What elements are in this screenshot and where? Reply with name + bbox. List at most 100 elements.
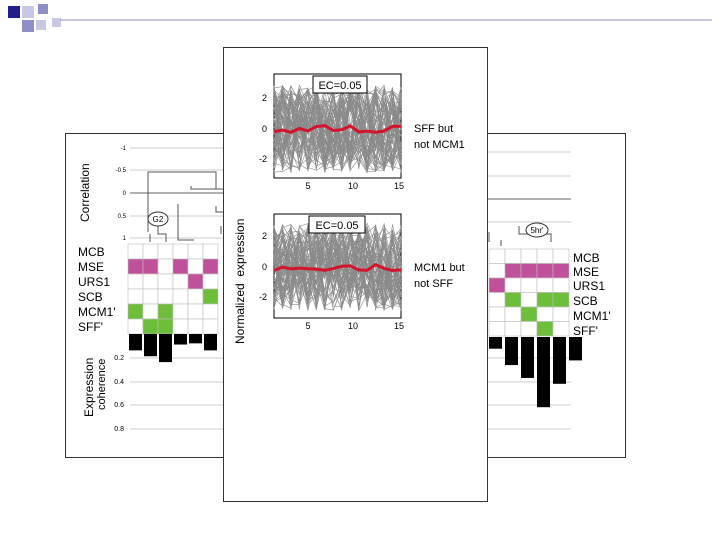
motif-cell xyxy=(127,318,144,335)
expression-trace xyxy=(273,85,402,167)
left-figure-panel: Correlation -1 -0.5 0 0.5 1 G2 xyxy=(65,133,238,458)
motif-cell xyxy=(488,321,506,337)
corner-squares-decoration xyxy=(8,4,712,32)
motif-cell xyxy=(187,303,204,320)
motif-cell xyxy=(157,273,174,290)
motif-label: SCB xyxy=(78,290,103,304)
motif-cell xyxy=(488,292,506,308)
plot-side-label: not SFF xyxy=(414,278,453,290)
motif-cell xyxy=(488,277,506,293)
coherence-bar xyxy=(521,337,534,378)
motif-cell xyxy=(520,248,538,264)
x-tick: 15 xyxy=(394,181,404,191)
coherence-bars xyxy=(129,334,217,363)
y-tick: -2 xyxy=(259,154,267,164)
motif-label: URS1 xyxy=(78,275,110,289)
coherence-tick: 0.8 xyxy=(114,426,124,433)
motif-grid-right xyxy=(488,248,570,337)
motif-cell xyxy=(127,288,144,305)
motif-cell xyxy=(172,243,189,260)
motif-cell xyxy=(504,321,522,337)
correlation-gridlines xyxy=(130,147,238,239)
expression-trace xyxy=(273,85,402,172)
motif-label: SCB xyxy=(573,294,598,308)
motif-cell xyxy=(552,263,570,279)
corner-square xyxy=(38,4,48,14)
motif-cell xyxy=(142,243,159,260)
motif-labels: MCB MSE URS1 SCB MCM1' SFF' xyxy=(78,245,116,334)
y-tick: 2 xyxy=(262,231,267,241)
expression-trace xyxy=(273,90,402,172)
coherence-bar xyxy=(204,334,217,351)
coherence-bar xyxy=(569,337,582,361)
motif-cell xyxy=(536,277,554,293)
y-tick: 2 xyxy=(262,93,267,103)
x-tick: 10 xyxy=(348,321,358,331)
motif-cell xyxy=(202,318,219,335)
plot-side-label: SFF but xyxy=(414,123,453,135)
motif-cell xyxy=(536,321,554,337)
expression-trace xyxy=(273,224,402,308)
coherence-bar xyxy=(489,337,502,349)
expression-trace xyxy=(273,224,402,309)
motif-cell xyxy=(187,258,204,275)
motif-cell xyxy=(488,248,506,264)
gray-expression-traces xyxy=(273,84,402,174)
motif-cell xyxy=(142,303,159,320)
expression-trace xyxy=(273,85,402,171)
motif-cell xyxy=(172,303,189,320)
motif-cell xyxy=(552,248,570,264)
motif-cell xyxy=(142,273,159,290)
correlation-axis-label: Correlation xyxy=(78,163,92,222)
motif-grid xyxy=(127,243,219,335)
motif-cell xyxy=(202,288,219,305)
corner-square xyxy=(8,6,20,18)
motif-label: MCM1' xyxy=(573,309,611,323)
coherence-tick: 0.6 xyxy=(114,402,124,409)
motif-cell xyxy=(536,263,554,279)
expression-trace xyxy=(273,97,402,170)
motif-cell xyxy=(172,318,189,335)
left-figure-svg: Correlation -1 -0.5 0 0.5 1 G2 xyxy=(78,146,238,433)
motif-cell xyxy=(504,292,522,308)
coherence-bar xyxy=(159,334,172,363)
cluster-tag-g2: G2 xyxy=(147,211,169,227)
motif-label: MCM1' xyxy=(78,305,116,319)
motif-cell xyxy=(520,263,538,279)
motif-cell xyxy=(157,288,174,305)
motif-cell xyxy=(142,288,159,305)
expression-trace xyxy=(273,85,402,168)
expression-trace xyxy=(273,230,402,301)
cluster-tag-5hr: 5hr' xyxy=(525,222,549,238)
motif-cell xyxy=(520,321,538,337)
svg-text:G2: G2 xyxy=(153,215,164,224)
motif-label: MCB xyxy=(78,245,105,259)
motif-cell xyxy=(172,273,189,290)
coherence-gridlines xyxy=(130,357,238,430)
ec-label-box: EC=0.05 xyxy=(308,215,366,234)
motif-cell xyxy=(504,277,522,293)
corner-square xyxy=(52,18,61,27)
expression-trace xyxy=(273,102,402,172)
motif-cell xyxy=(536,306,554,322)
mean-expression-line xyxy=(273,124,402,134)
coherence-bars-right xyxy=(489,337,582,408)
expression-trace xyxy=(273,87,402,173)
x-tick: 10 xyxy=(348,181,358,191)
motif-cell xyxy=(504,248,522,264)
svg-text:5hr': 5hr' xyxy=(530,226,544,235)
expression-trace xyxy=(273,225,402,290)
correlation-tick: -0.5 xyxy=(116,168,127,174)
right-figure-panel: 5hr' MCB MSE URS1 SCB MCM1' SFF' xyxy=(478,133,626,458)
expression-trace xyxy=(273,84,402,168)
motif-cell xyxy=(504,263,522,279)
motif-cell xyxy=(504,306,522,322)
expression-trace xyxy=(273,224,402,303)
ec-label-box: EC=0.05 xyxy=(312,75,368,94)
coherence-bar xyxy=(174,334,187,345)
motif-cell xyxy=(157,258,174,275)
coherence-axis-label: coherence xyxy=(96,359,108,410)
motif-cell xyxy=(187,243,204,260)
x-tick: 15 xyxy=(394,321,404,331)
motif-cell xyxy=(488,263,506,279)
